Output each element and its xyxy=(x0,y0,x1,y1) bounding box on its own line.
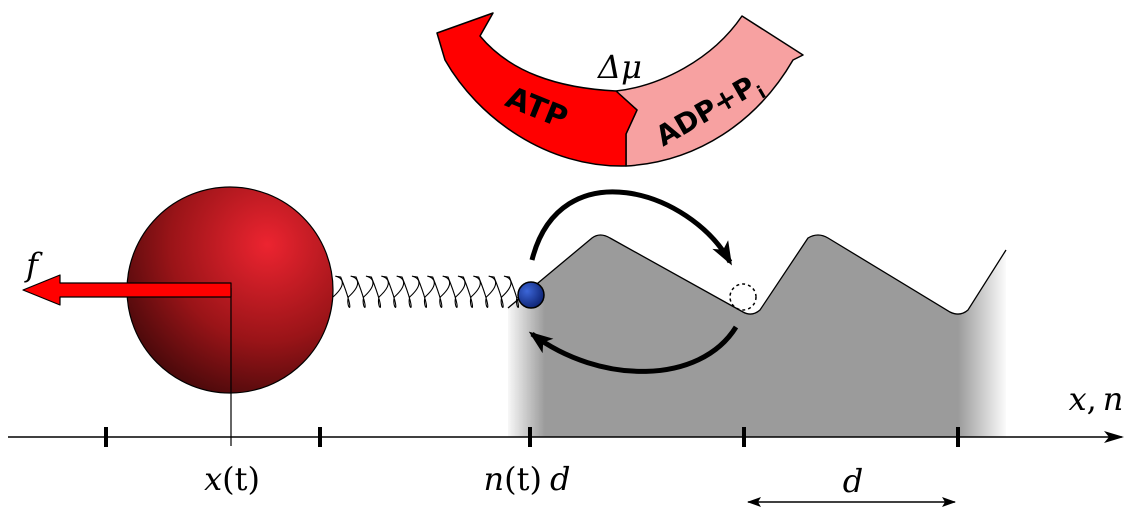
motor-position-label: n(t) d xyxy=(484,460,571,498)
track-fade-left xyxy=(505,300,545,440)
cargo-position-label: x(t) xyxy=(204,460,260,498)
axis: x, n xyxy=(8,380,1124,447)
delta-mu-label: Δμ xyxy=(596,48,642,86)
track-shape xyxy=(508,235,1006,437)
next-site-marker xyxy=(729,283,757,311)
atp-band xyxy=(436,12,638,167)
track-outline xyxy=(507,234,1007,315)
motor-head xyxy=(517,281,545,309)
force-label: f xyxy=(24,246,43,284)
forward-step-arrow xyxy=(529,189,733,266)
atp-cycle: ATP ADP+Pi Δμ xyxy=(436,12,804,167)
axis-label: x, n xyxy=(1069,380,1124,418)
backward-step-arrow xyxy=(528,325,739,374)
spring xyxy=(332,275,520,308)
cargo: f xyxy=(22,186,334,446)
spring-coil xyxy=(332,275,520,308)
motor xyxy=(517,189,757,374)
track-potential xyxy=(505,234,1008,440)
track-fade-right xyxy=(958,240,1008,440)
adp-band xyxy=(615,15,804,167)
period-label: d xyxy=(843,462,863,500)
period-dimension: d xyxy=(747,462,956,507)
force-arrow xyxy=(22,274,232,306)
